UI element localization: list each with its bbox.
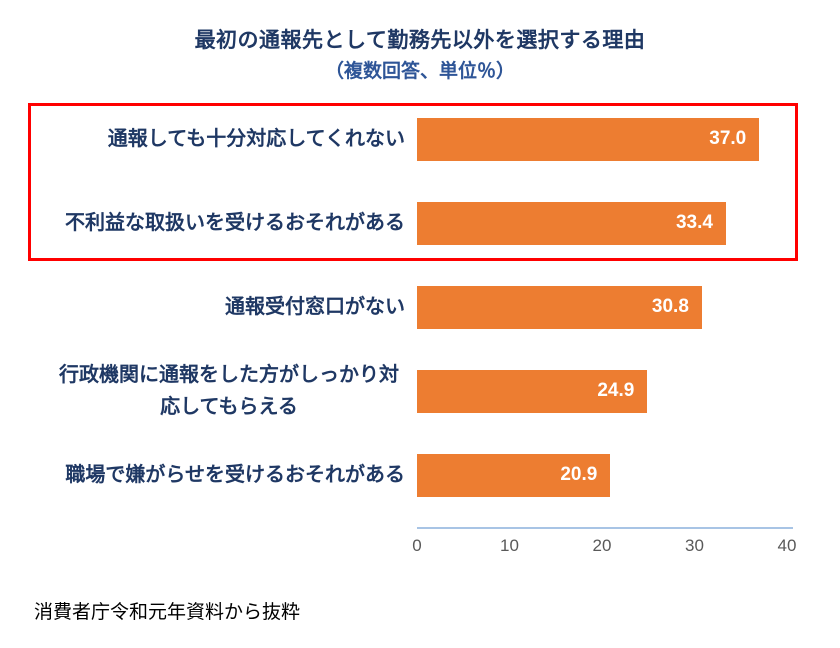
x-axis-tick-label: 20 (592, 536, 612, 555)
chart-rows: 通報しても十分対応してくれない 37.0 不利益な取扱いを受けるおそれがある 33.4… (30, 97, 840, 517)
category-label: 不利益な取扱いを受けるおそれがある (65, 212, 405, 234)
value-label: 30.8 (651, 296, 689, 317)
category-label: 通報しても十分対応してくれない (107, 128, 405, 150)
chart-row: 通報しても十分対応してくれない 37.0 (30, 97, 840, 181)
x-axis-tick-label: 0 (412, 536, 422, 555)
category-label: 行政機関に通報をした方がしっかり対応してもらえる (59, 364, 399, 418)
x-axis-tick-label: 30 (685, 536, 704, 555)
bar: 20.9 (417, 453, 611, 497)
x-axis-tick-label: 10 (500, 536, 519, 555)
chart-row: 行政機関に通報をした方がしっかり対応してもらえる 24.9 (30, 349, 840, 433)
bar-track: 24.9 (417, 369, 787, 413)
bar-track: 33.4 (417, 201, 787, 245)
bar: 33.4 (417, 201, 726, 245)
bar: 24.9 (417, 369, 648, 413)
value-label: 33.4 (675, 212, 713, 233)
chart-row: 職場で嫌がらせを受けるおそれがある 20.9 (30, 433, 840, 517)
value-label: 20.9 (560, 464, 598, 485)
chart-title: 最初の通報先として勤務先以外を選択する理由 (194, 29, 646, 52)
value-label: 37.0 (709, 128, 747, 149)
value-label: 24.9 (597, 380, 635, 401)
chart-row: 通報受付窓口がない 30.8 (30, 265, 840, 349)
bar: 37.0 (417, 117, 760, 161)
x-axis: 0 10 20 30 40 (412, 527, 796, 559)
category-label: 職場で嫌がらせを受けるおそれがある (65, 464, 405, 486)
chart-row: 不利益な取扱いを受けるおそれがある 33.4 (30, 181, 840, 265)
bar-track: 37.0 (417, 117, 787, 161)
x-axis-tick-label: 40 (777, 536, 797, 555)
chart-subtitle: （複数回答、単位％） (324, 61, 515, 82)
bar-track: 30.8 (417, 285, 787, 329)
category-label: 通報受付窓口がない (225, 296, 405, 318)
source-note: 消費者庁令和元年資料から抜粋 (34, 602, 301, 623)
bar-chart: 通報しても十分対応してくれない 37.0 不利益な取扱いを受けるおそれがある 33.4… (0, 97, 840, 559)
bar-track: 20.9 (417, 453, 787, 497)
bar: 30.8 (417, 285, 702, 329)
